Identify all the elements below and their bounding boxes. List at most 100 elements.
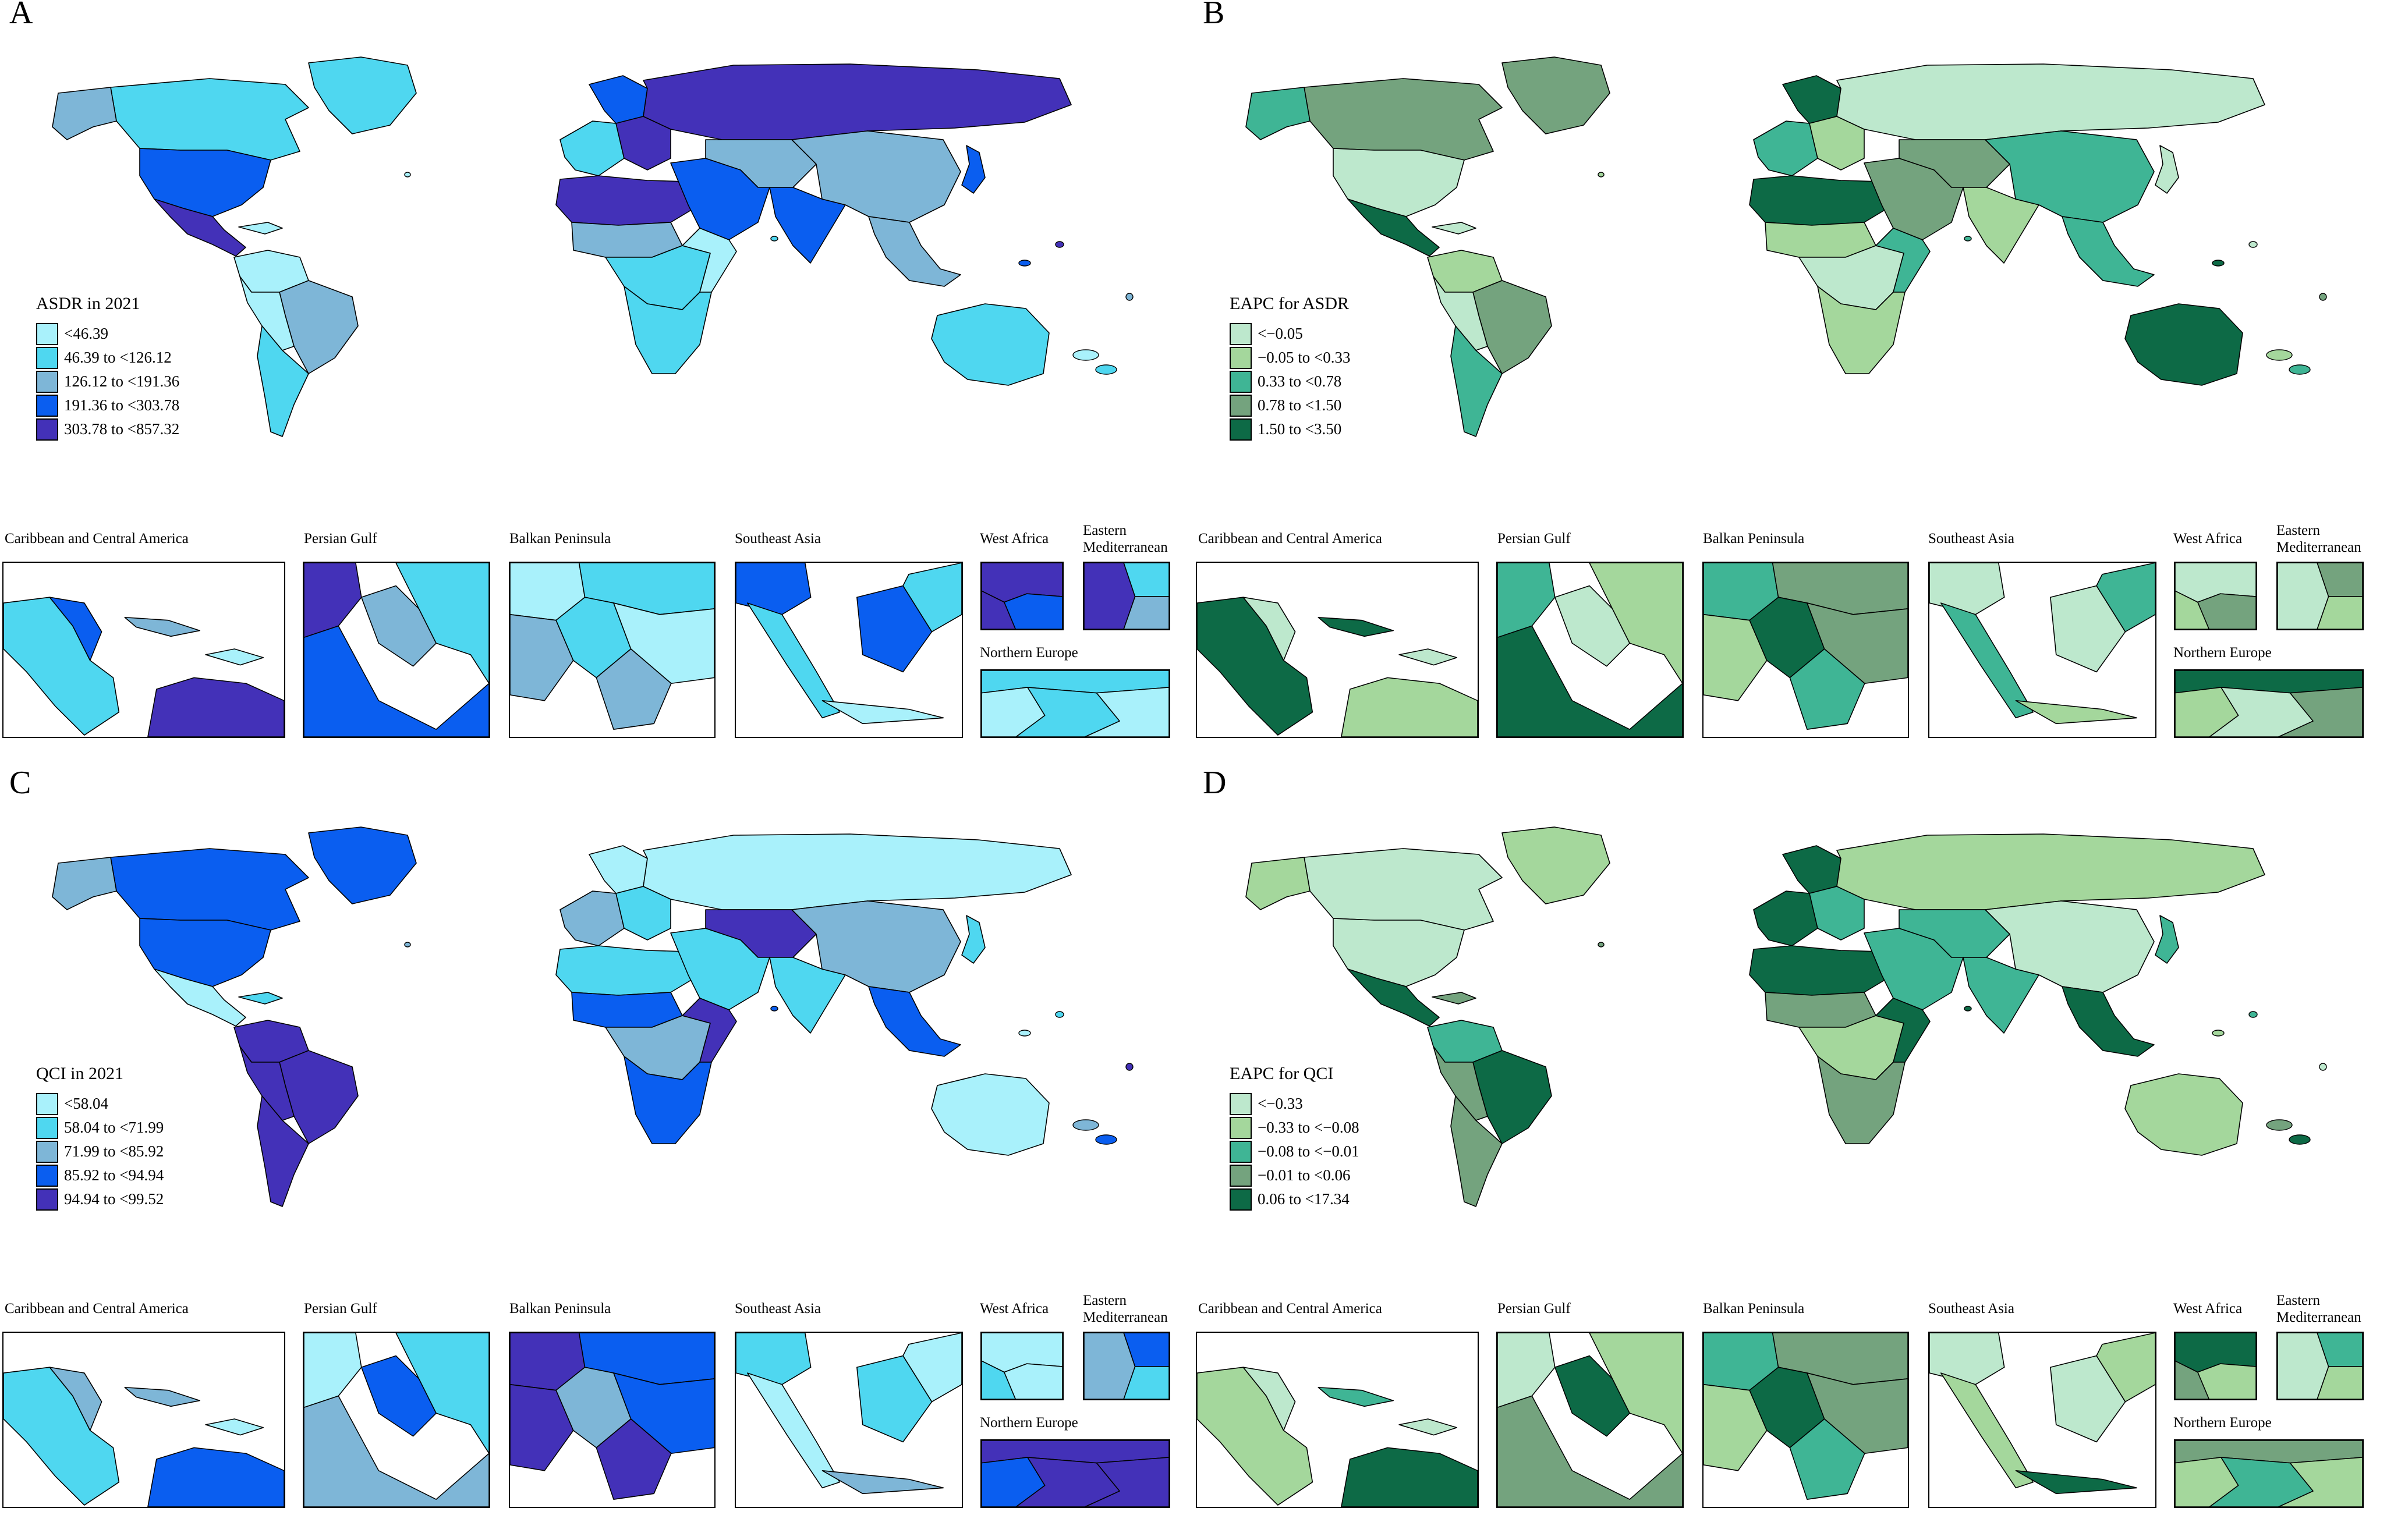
inset-region — [747, 1372, 840, 1489]
region-east-africa — [682, 228, 737, 293]
panel-letter: D — [1203, 765, 1227, 801]
inset-label-west-africa: West Africa — [2173, 531, 2243, 547]
inset-region — [2197, 1363, 2256, 1399]
region-mexico-central — [154, 968, 246, 1027]
region-united-states — [139, 148, 271, 217]
legend-item: 71.99 to <85.92 — [36, 1140, 164, 1163]
inset-svg — [1497, 1333, 1683, 1507]
inset-label-northern-europe: Northern Europe — [2173, 645, 2272, 661]
region-southeast-asia — [2062, 216, 2155, 287]
region-alaska — [1245, 87, 1311, 140]
inset-region — [395, 1333, 489, 1454]
inset-region — [736, 563, 812, 615]
region-united-states — [139, 918, 271, 987]
region-southern-cone — [1450, 325, 1503, 437]
legend-label: −0.33 to <−0.08 — [1258, 1119, 1359, 1136]
legend-label: 126.12 to <191.36 — [64, 372, 180, 390]
region-scandinavia — [1782, 75, 1841, 124]
legend-swatch — [1230, 418, 1252, 441]
island — [1125, 293, 1134, 301]
inset-region — [2096, 1333, 2155, 1403]
region-southern-cone — [1450, 1095, 1503, 1207]
legend-swatch — [36, 1164, 58, 1187]
island — [1598, 942, 1605, 948]
region-russia — [643, 63, 1072, 140]
region-southern-africa — [624, 1056, 712, 1144]
inset-label-caribbean: Caribbean and Central America — [1198, 1301, 1382, 1317]
inset-label-persian-gulf: Persian Gulf — [304, 531, 377, 547]
legend-label: 58.04 to <71.99 — [64, 1119, 164, 1136]
inset-region — [1789, 648, 1865, 730]
legend-swatch — [36, 370, 58, 393]
legend-label: 191.36 to <303.78 — [64, 396, 180, 414]
world-map — [1245, 56, 2327, 437]
legend-item: −0.33 to <−0.08 — [1230, 1116, 1359, 1140]
inset-region — [1004, 1363, 1063, 1399]
inset-region — [2175, 1360, 2210, 1399]
inset-label-west-africa: West Africa — [980, 1301, 1049, 1317]
region-canada — [110, 848, 309, 931]
region-western-europe — [1753, 120, 1818, 176]
inset-region — [2278, 687, 2363, 737]
inset-map-persian-gulf — [1496, 1332, 1684, 1508]
island — [1125, 1063, 1134, 1071]
inset-region — [304, 625, 489, 737]
legend-swatch — [36, 394, 58, 417]
inset-region — [1589, 563, 1683, 684]
inset-map-caribbean — [1196, 562, 1479, 738]
inset-map-west-africa — [2174, 562, 2257, 630]
legend-item: 58.04 to <71.99 — [36, 1116, 164, 1140]
inset-label-southeast-asia: Southeast Asia — [735, 531, 821, 547]
legend-swatch — [1230, 1188, 1252, 1211]
region-southern-africa — [1817, 1056, 1906, 1144]
island — [2289, 364, 2311, 375]
legend-item: 94.94 to <99.52 — [36, 1187, 164, 1211]
inset-region — [1704, 614, 1768, 701]
inset-svg — [2278, 563, 2363, 629]
inset-region — [304, 1395, 489, 1507]
inset-label-southeast-asia: Southeast Asia — [1928, 1301, 2014, 1317]
inset-region — [2317, 563, 2363, 597]
legend-swatch — [36, 346, 58, 369]
island — [1072, 349, 1099, 361]
region-mexico-central — [154, 198, 246, 257]
inset-region — [304, 1333, 362, 1408]
inset-region — [3, 597, 120, 736]
region-north-africa — [555, 175, 700, 226]
legend-label: 85.92 to <94.94 — [64, 1166, 164, 1184]
region-russia — [1836, 63, 2265, 140]
region-andes — [239, 276, 295, 351]
legend-label: <−0.05 — [1258, 325, 1303, 342]
inset-label-eastern-mediterranean: Eastern Mediterranean — [1083, 523, 1168, 555]
legend-item: 46.39 to <126.12 — [36, 346, 179, 370]
inset-label-persian-gulf: Persian Gulf — [304, 1301, 377, 1317]
inset-label-southeast-asia: Southeast Asia — [735, 1301, 821, 1317]
legend-item: <58.04 — [36, 1092, 164, 1116]
inset-label-west-africa: West Africa — [2173, 1301, 2243, 1317]
inset-svg — [2175, 1440, 2363, 1507]
inset-region — [2317, 1333, 2363, 1367]
region-australia — [2124, 1073, 2243, 1156]
region-canada — [1304, 78, 1503, 161]
region-scandinavia — [589, 845, 648, 894]
inset-region — [1497, 563, 1556, 638]
region-alaska — [52, 857, 117, 910]
region-south-asia — [769, 957, 846, 1034]
legend-label: −0.01 to <0.06 — [1258, 1166, 1351, 1184]
inset-svg — [1704, 563, 1908, 730]
inset-svg — [982, 1440, 1169, 1507]
inset-svg — [736, 1333, 962, 1495]
inset-region — [1123, 1366, 1169, 1399]
legend-title: EAPC for QCI — [1230, 1064, 1334, 1083]
region-united-states — [1333, 918, 1465, 987]
inset-region — [902, 563, 962, 633]
island — [2266, 1119, 2293, 1131]
inset-label-caribbean: Caribbean and Central America — [5, 531, 189, 547]
inset-region — [147, 677, 284, 737]
inset-svg — [982, 563, 1063, 629]
inset-region — [2015, 1470, 2138, 1495]
region-united-states — [1333, 148, 1465, 217]
region-east-africa — [682, 998, 737, 1063]
inset-map-persian-gulf — [1496, 562, 1684, 738]
inset-map-southeast-asia — [1928, 1332, 2156, 1508]
